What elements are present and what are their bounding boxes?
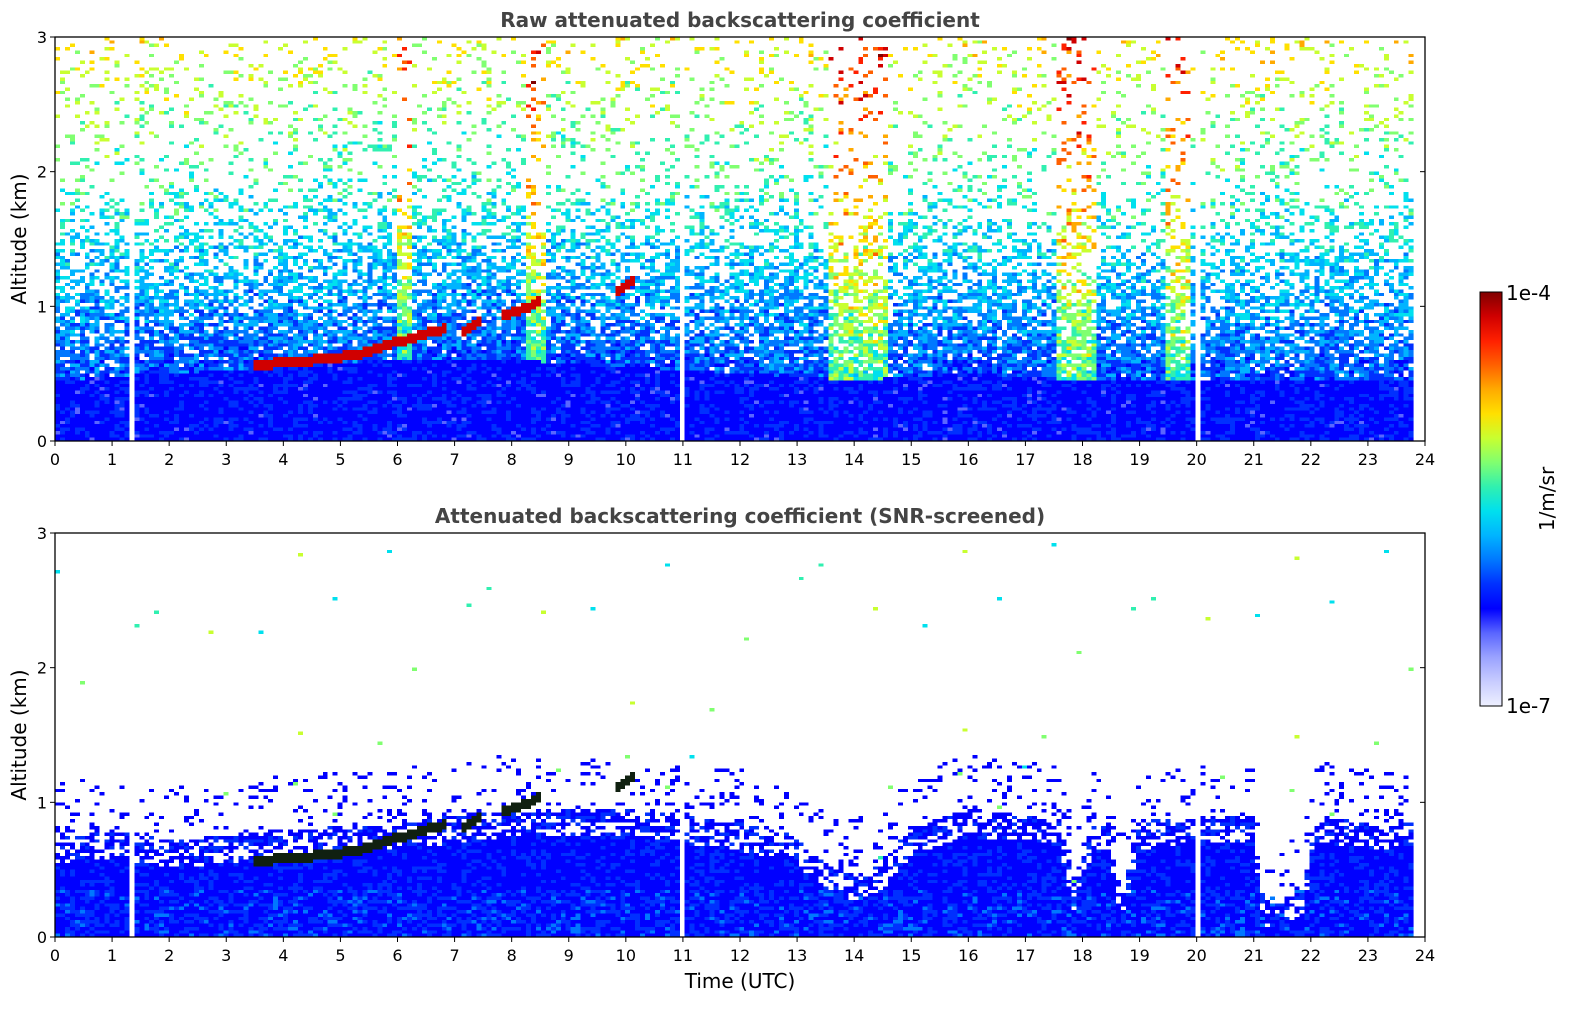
x-tick-label: 9 [564,450,574,469]
x-tick-label: 19 [1129,946,1149,965]
x-tick-label: 1 [107,450,117,469]
colorbar-unit-label: 1/m/sr [1535,466,1559,531]
x-tick-label: 7 [449,450,459,469]
x-tick-label: 11 [673,450,693,469]
x-tick-label: 3 [221,450,231,469]
colorbar-min-label: 1e-7 [1506,694,1551,718]
x-tick-label: 0 [50,450,60,469]
y-axis-label: Altitude (km) [7,173,31,304]
chart-title: Raw attenuated backscattering coefficien… [500,8,980,32]
x-tick-label: 8 [507,946,517,965]
x-tick-label: 21 [1244,946,1264,965]
heatmap-screened [55,533,1414,937]
x-tick-label: 15 [901,450,921,469]
x-tick-label: 13 [787,946,807,965]
y-tick-label: 3 [37,28,47,47]
colorbar-gradient [1479,291,1503,707]
x-axis-label: Time (UTC) [684,969,796,993]
x-tick-label: 22 [1301,946,1321,965]
heatmap-image [55,533,1414,937]
x-tick-label: 7 [449,946,459,965]
y-ticks: 0 1 2 3 [37,524,1425,947]
raw-backscatter-panel: Raw attenuated backscattering coefficien… [7,8,1435,469]
x-tick-label: 5 [335,450,345,469]
x-ticks: 0 1 2 3 4 5 6 7 8 9 10 11 12 13 14 15 16 17 18 19 20 21 22 23 24 [50,441,1435,469]
x-tick-label: 6 [392,450,402,469]
colorbar-max-label: 1e-4 [1506,281,1551,305]
x-tick-label: 18 [1072,450,1092,469]
x-tick-label: 4 [278,450,288,469]
y-ticks: 0 1 2 3 [37,28,1425,451]
x-tick-label: 20 [1186,450,1206,469]
x-tick-label: 3 [221,946,231,965]
x-tick-label: 14 [844,946,864,965]
y-axis-label: Altitude (km) [7,669,31,800]
x-tick-label: 12 [730,450,750,469]
x-tick-label: 24 [1415,946,1435,965]
y-tick-label: 2 [37,659,47,678]
heatmap-raw [55,37,1414,441]
x-tick-label: 2 [164,450,174,469]
heatmap-image [55,37,1414,441]
x-tick-label: 14 [844,450,864,469]
y-tick-label: 2 [37,163,47,182]
x-tick-label: 4 [278,946,288,965]
y-tick-label: 1 [37,297,47,316]
x-tick-label: 12 [730,946,750,965]
x-tick-label: 9 [564,946,574,965]
chart-title: Attenuated backscattering coefficient (S… [435,504,1045,528]
x-tick-label: 16 [958,450,978,469]
x-tick-label: 16 [958,946,978,965]
x-tick-label: 13 [787,450,807,469]
x-tick-label: 1 [107,946,117,965]
x-tick-label: 17 [1015,450,1035,469]
x-tick-label: 11 [673,946,693,965]
x-tick-label: 8 [507,450,517,469]
x-tick-label: 23 [1358,946,1378,965]
x-tick-label: 6 [392,946,402,965]
y-tick-label: 3 [37,524,47,543]
snr-screened-panel: Attenuated backscattering coefficient (S… [7,504,1435,993]
y-tick-label: 0 [37,432,47,451]
colorbar: 1e-4 1e-7 1/m/sr [1479,281,1559,718]
x-tick-label: 23 [1358,450,1378,469]
x-ticks: 0 1 2 3 4 5 6 7 8 9 10 11 12 13 14 15 16 17 18 19 20 21 22 23 24 [50,937,1435,965]
y-tick-label: 1 [37,793,47,812]
x-tick-label: 15 [901,946,921,965]
x-tick-label: 18 [1072,946,1092,965]
x-tick-label: 24 [1415,450,1435,469]
x-tick-label: 17 [1015,946,1035,965]
x-tick-label: 5 [335,946,345,965]
x-tick-label: 19 [1129,450,1149,469]
x-tick-label: 22 [1301,450,1321,469]
x-tick-label: 0 [50,946,60,965]
y-tick-label: 0 [37,928,47,947]
x-tick-label: 10 [616,946,636,965]
x-tick-label: 2 [164,946,174,965]
x-tick-label: 21 [1244,450,1264,469]
x-tick-label: 20 [1186,946,1206,965]
x-tick-label: 10 [616,450,636,469]
